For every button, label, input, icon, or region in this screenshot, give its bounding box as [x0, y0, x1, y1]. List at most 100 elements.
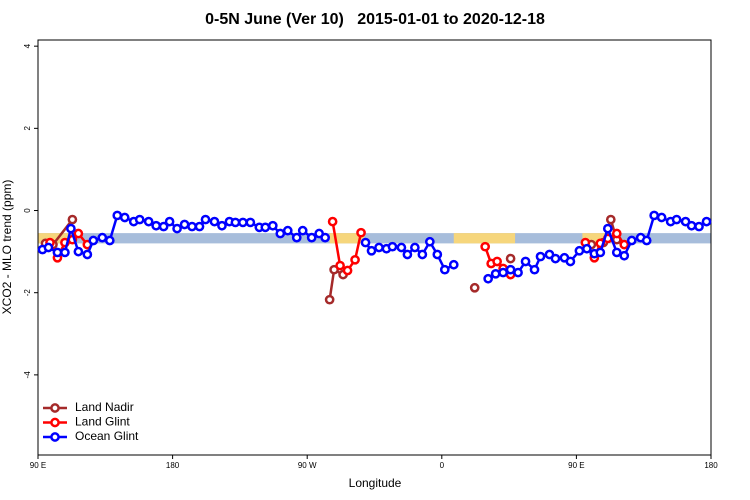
point [158, 221, 169, 232]
point [582, 243, 592, 254]
y-tick-label: -2 [23, 289, 32, 297]
point [164, 216, 175, 227]
point [626, 235, 637, 246]
point [619, 250, 630, 261]
point [605, 214, 616, 225]
point [483, 273, 494, 284]
point [112, 210, 123, 221]
point [327, 216, 338, 227]
point [492, 256, 502, 267]
background-band [38, 233, 711, 244]
legend-label: Ocean Glint [75, 429, 139, 443]
point [104, 235, 115, 246]
point [448, 259, 459, 270]
point [396, 242, 407, 253]
point [291, 232, 302, 243]
point [417, 249, 428, 260]
point [60, 247, 70, 258]
point [194, 221, 205, 232]
land-span [453, 233, 516, 244]
point [282, 225, 293, 236]
point [490, 268, 501, 279]
point [432, 249, 443, 260]
point [641, 235, 652, 246]
point [611, 228, 622, 239]
point [574, 245, 585, 256]
point [550, 253, 561, 264]
point [143, 216, 154, 227]
point [535, 251, 546, 262]
point [245, 217, 256, 228]
point [649, 210, 660, 221]
legend-marker [50, 432, 60, 442]
point [67, 214, 78, 225]
point [230, 217, 241, 228]
point [217, 220, 227, 231]
point [387, 241, 398, 252]
legend-label: Land Nadir [75, 400, 134, 414]
land-span [582, 233, 605, 244]
point [686, 220, 697, 231]
point [366, 245, 377, 256]
point [595, 247, 606, 258]
point [439, 264, 450, 275]
y-tick-label: 2 [23, 126, 32, 131]
point [513, 267, 523, 278]
point [66, 223, 76, 234]
y-tick-label: -4 [23, 371, 32, 379]
point [410, 242, 420, 253]
x-axis-label: Longitude [349, 476, 402, 490]
point [520, 256, 531, 267]
point [200, 214, 211, 225]
y-tick-label: 4 [23, 43, 32, 48]
point [119, 212, 130, 223]
point [565, 256, 576, 267]
point [88, 235, 99, 246]
point [469, 282, 480, 293]
chart-title: 0-5N June (Ver 10) 2015-01-01 to 2020-12… [205, 11, 545, 28]
point [238, 217, 248, 228]
point [335, 260, 345, 271]
x-tick-label: 90 W [298, 461, 317, 470]
point [82, 249, 93, 260]
point [342, 265, 353, 276]
point [374, 242, 384, 253]
x-tick-label: 90 E [30, 461, 46, 470]
point [356, 227, 366, 238]
point [172, 223, 182, 234]
land-span [329, 233, 365, 244]
point [134, 214, 145, 225]
y-tick-label: 0 [23, 208, 32, 213]
plot-frame [37, 39, 712, 456]
point [402, 249, 413, 260]
point [73, 228, 84, 239]
point [350, 254, 360, 265]
point [297, 225, 308, 236]
point [424, 236, 435, 247]
legend-marker [50, 417, 60, 428]
point [209, 216, 220, 227]
point [97, 232, 108, 243]
legend-label: Land Glint [75, 415, 130, 429]
point [656, 212, 667, 223]
series-line [45, 215, 618, 300]
point [505, 264, 516, 275]
point [324, 294, 335, 305]
point [260, 222, 271, 233]
point [694, 221, 704, 232]
point [267, 220, 278, 231]
point [187, 221, 197, 232]
point [73, 246, 84, 257]
legend-marker [50, 403, 60, 413]
point [151, 220, 161, 231]
x-tick-label: 180 [166, 461, 180, 470]
point [52, 247, 63, 258]
point [480, 241, 491, 252]
point [505, 253, 516, 264]
y-axis-label: XCO2 - MLO trend (ppm) [0, 180, 14, 315]
point [360, 237, 371, 248]
point [602, 223, 613, 234]
point [179, 219, 190, 230]
point [320, 232, 330, 243]
